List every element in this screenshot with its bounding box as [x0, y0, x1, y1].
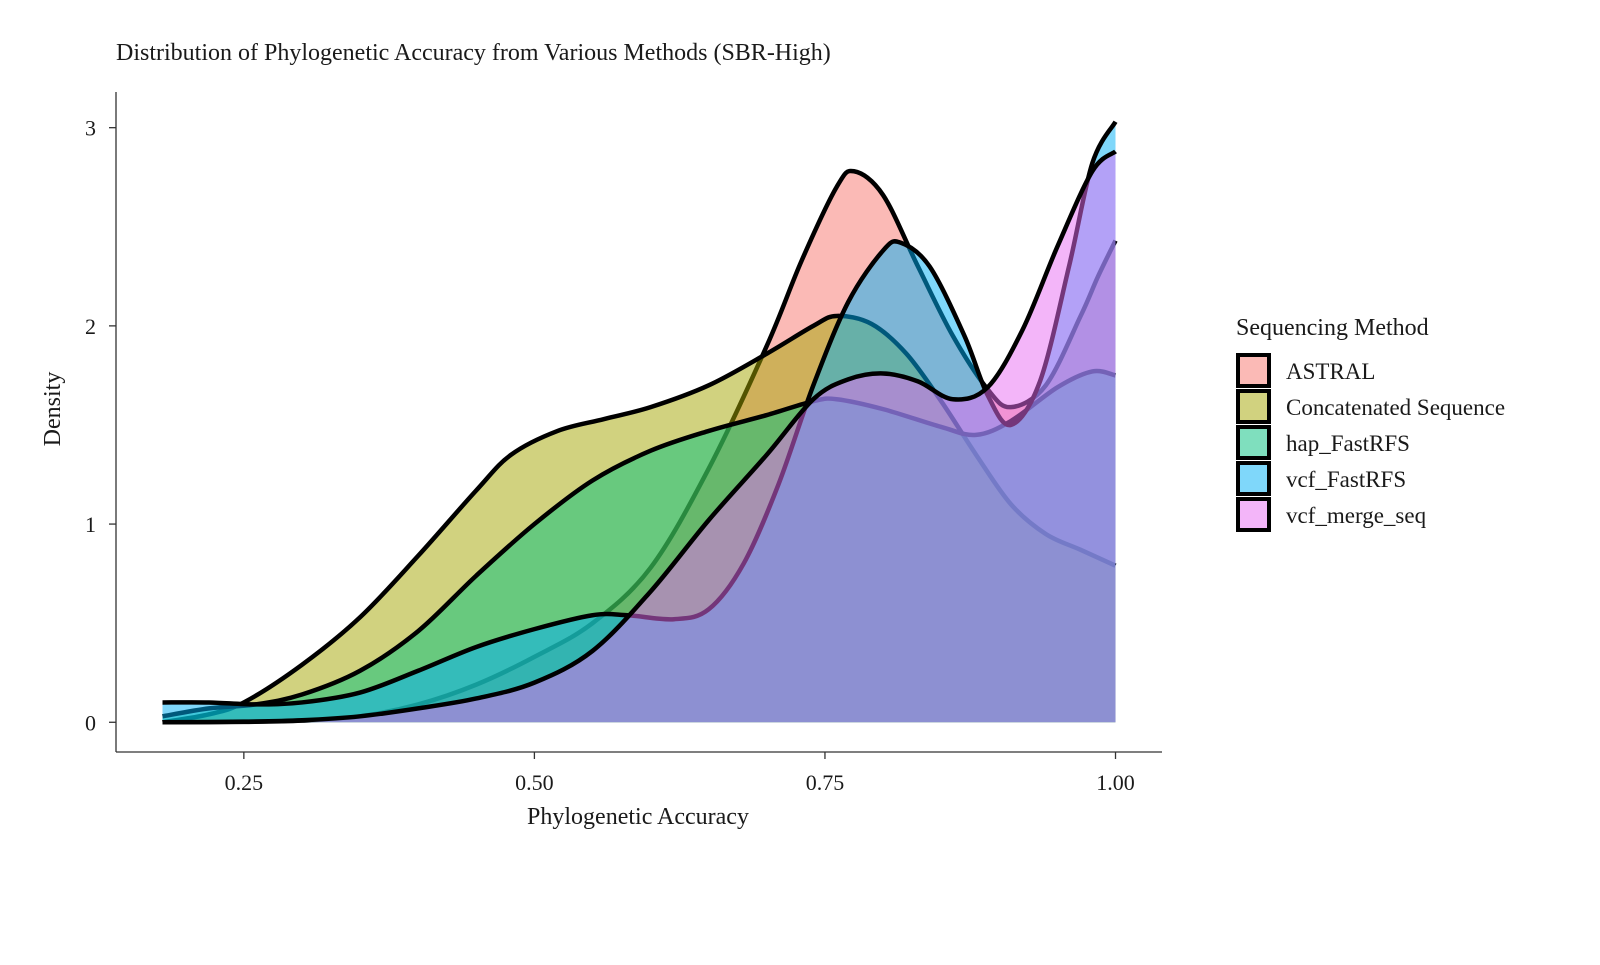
- legend-item: vcf_merge_seq: [1236, 497, 1427, 532]
- density-area: [162, 151, 1116, 723]
- density-areas: [162, 120, 1118, 725]
- y-tick-label: 0: [85, 710, 96, 735]
- x-axis-label: Phylogenetic Accuracy: [527, 804, 749, 830]
- legend-item: ASTRAL: [1236, 353, 1375, 388]
- legend-swatch: [1236, 461, 1271, 496]
- legend: Sequencing Method ASTRAL Concatenated Seq…: [1236, 315, 1505, 532]
- legend-item: hap_FastRFS: [1236, 425, 1410, 460]
- legend-item: Concatenated Sequence: [1236, 389, 1505, 424]
- legend-label: Concatenated Sequence: [1286, 395, 1505, 420]
- legend-swatch: [1236, 353, 1271, 388]
- legend-label: ASTRAL: [1286, 359, 1375, 384]
- axes: 0.25 0.50 0.75 1.00 0 1 2 3: [85, 92, 1162, 795]
- x-tick-label: 0.75: [806, 770, 845, 795]
- y-axis-label: Density: [40, 372, 66, 447]
- density-outline: [162, 149, 1117, 725]
- density-series: [162, 149, 1117, 725]
- legend-swatch: [1236, 497, 1271, 532]
- legend-swatch: [1236, 389, 1271, 424]
- legend-item: vcf_FastRFS: [1236, 461, 1406, 496]
- x-tick-label: 1.00: [1096, 770, 1135, 795]
- y-tick-label: 1: [85, 512, 96, 537]
- x-tick-label: 0.50: [515, 770, 554, 795]
- legend-items: ASTRAL Concatenated Sequence hap_FastRFSvc…: [1236, 353, 1505, 532]
- y-tick-label: 2: [85, 314, 96, 339]
- legend-label: vcf_merge_seq: [1286, 503, 1427, 528]
- legend-title: Sequencing Method: [1236, 315, 1429, 341]
- y-tick-label: 3: [85, 116, 96, 141]
- x-tick-label: 0.25: [225, 770, 264, 795]
- legend-swatch: [1236, 425, 1271, 460]
- chart-title: Distribution of Phylogenetic Accuracy fr…: [116, 40, 831, 66]
- legend-label: vcf_FastRFS: [1286, 467, 1406, 492]
- legend-label: hap_FastRFS: [1286, 431, 1410, 456]
